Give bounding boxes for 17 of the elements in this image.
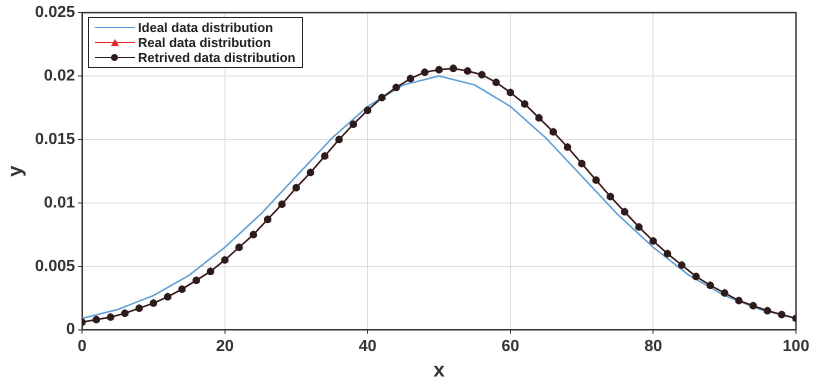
x-tick-label: 40 [358, 338, 377, 355]
y-tick-label: 0.015 [34, 130, 76, 148]
x-axis-title: x [433, 360, 445, 382]
x-tick-label: 20 [216, 338, 234, 355]
legend-label: Retrived data distribution [138, 50, 296, 65]
x-tick-label: 80 [644, 338, 662, 355]
legend-label: Real data distribution [138, 34, 271, 50]
y-tick-label: 0.025 [34, 4, 76, 22]
y-axis-title: y [4, 164, 27, 177]
y-tick-label: 0.02 [44, 67, 76, 84]
y-tick-label: 0 [66, 321, 76, 338]
y-tick-label: 0.005 [34, 258, 76, 275]
legend-label: Ideal data distribution [138, 20, 274, 35]
y-tick-label: 0.01 [44, 194, 76, 212]
x-tick-label: 0 [78, 338, 87, 355]
x-tick-label: 60 [502, 338, 520, 355]
x-tick-label: 100 [782, 338, 810, 355]
